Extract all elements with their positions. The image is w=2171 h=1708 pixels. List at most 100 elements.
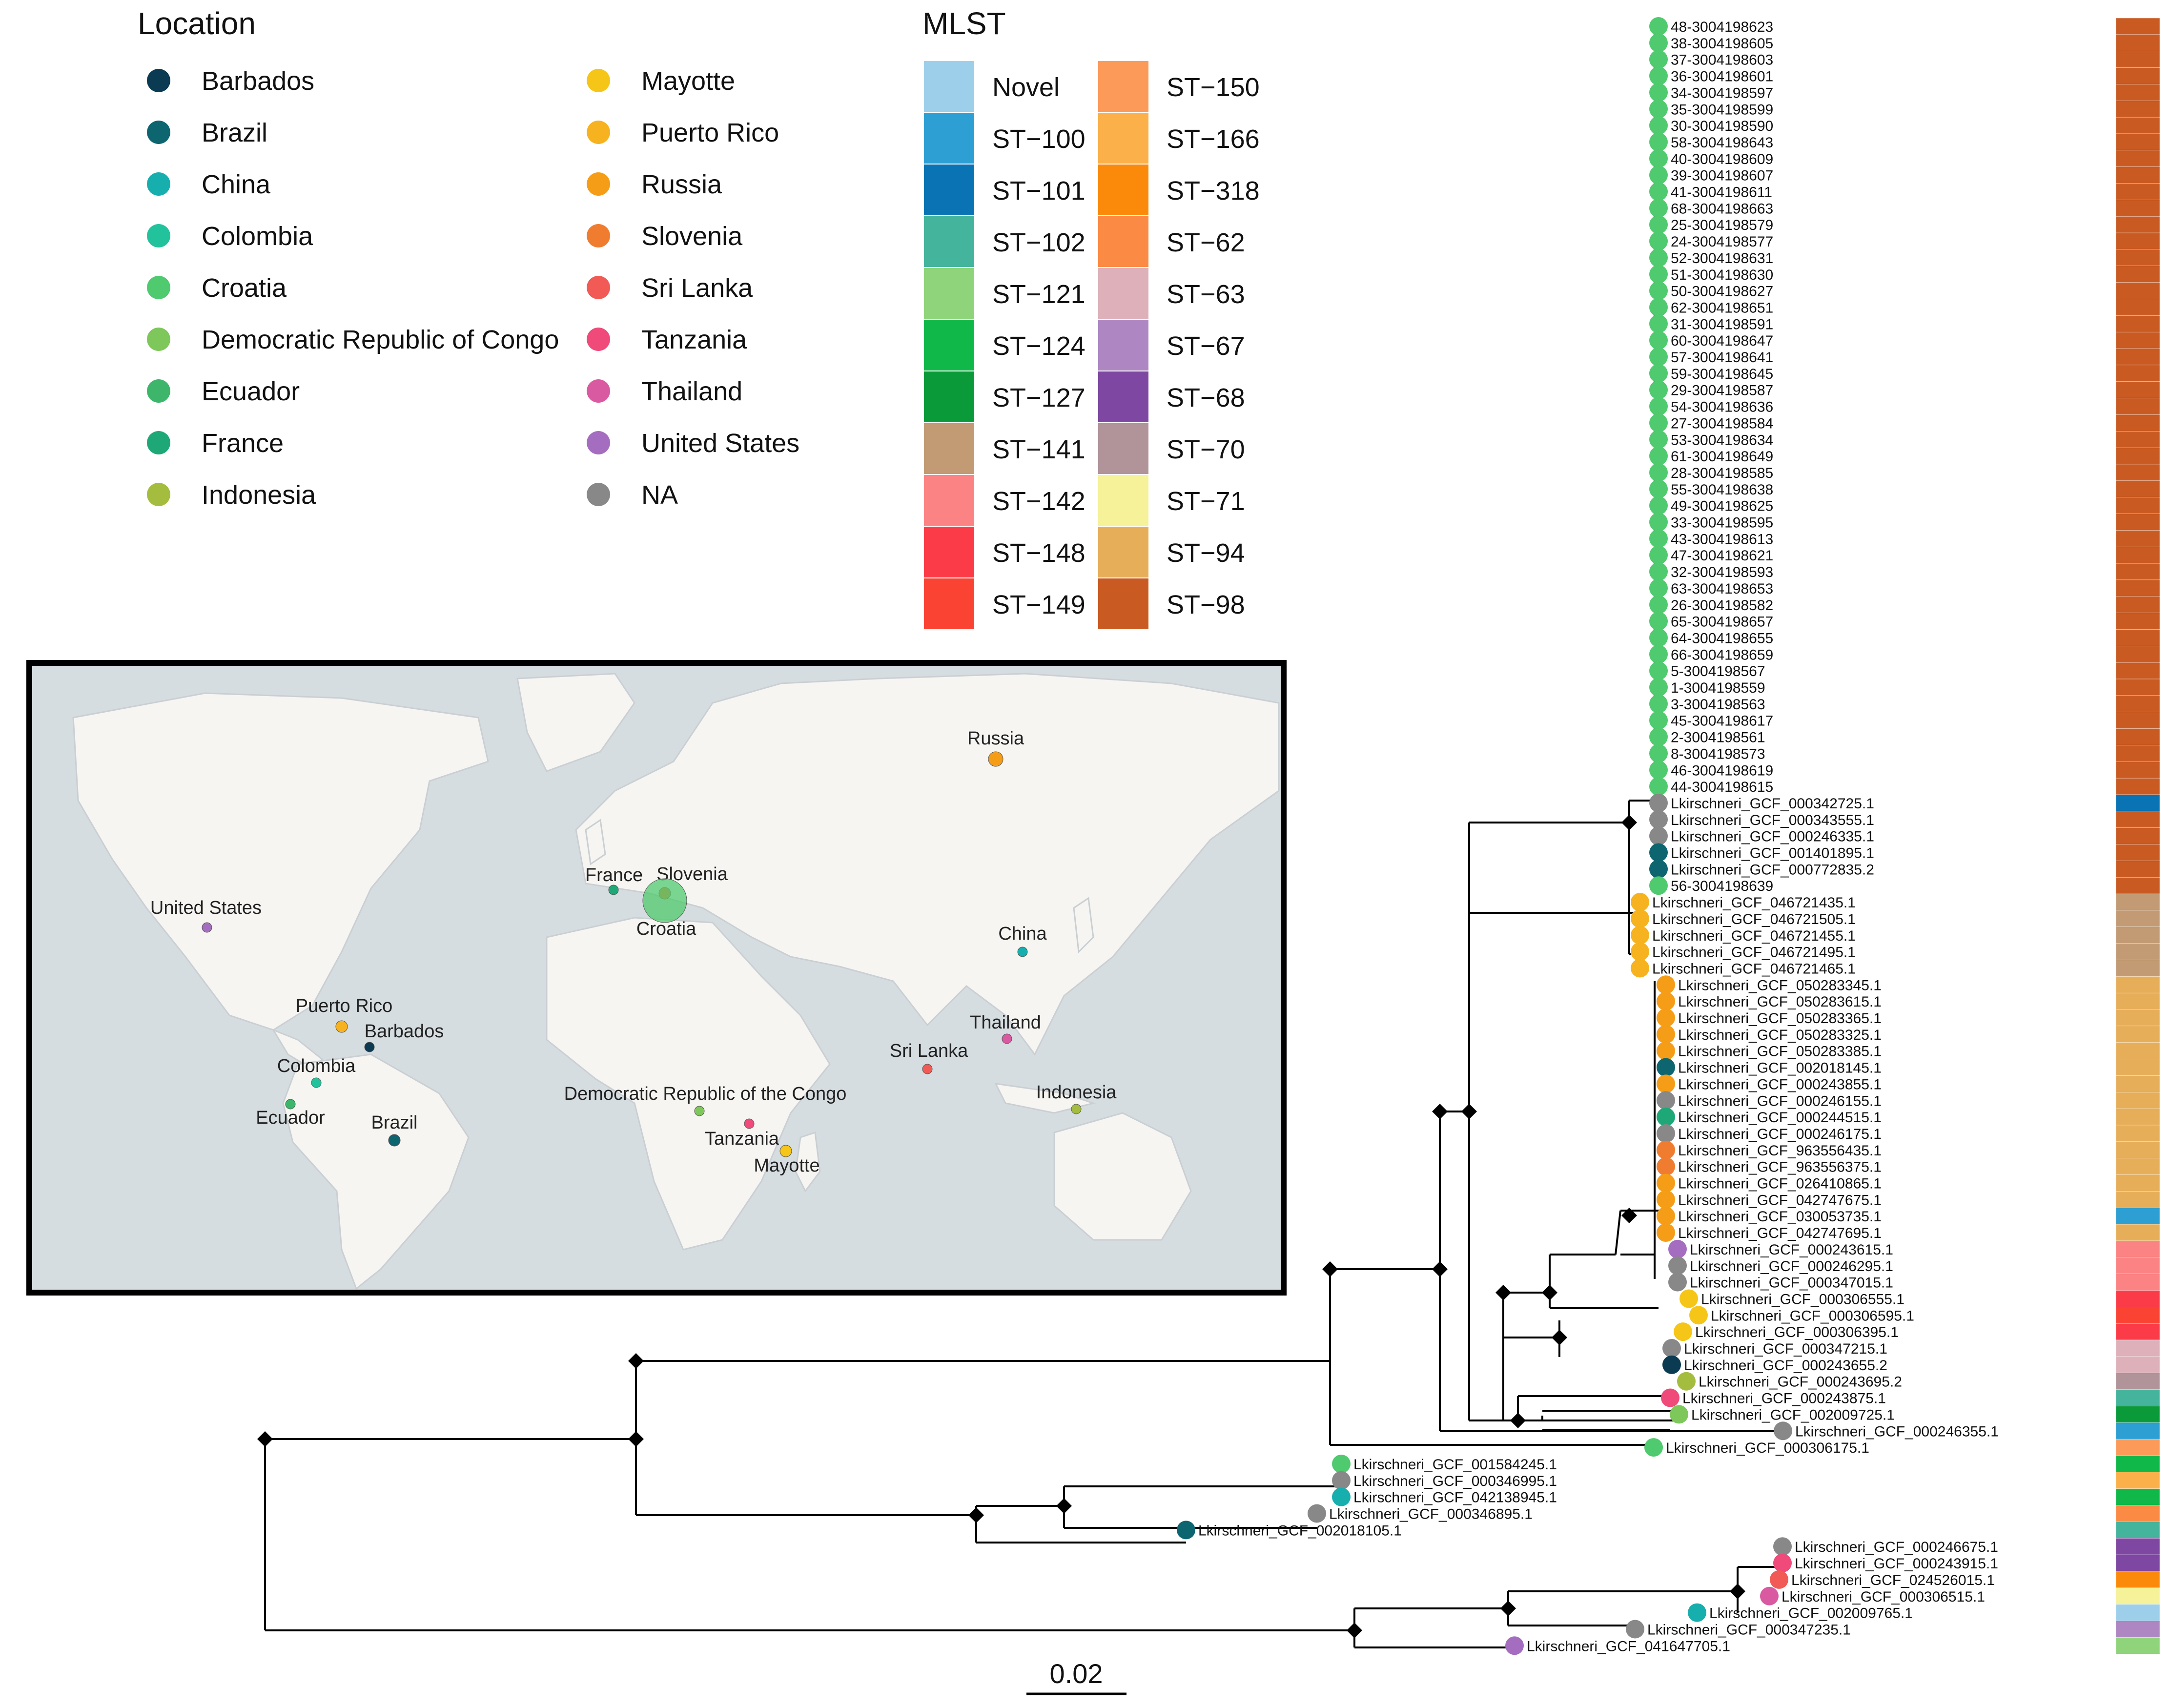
mlst-strip-cell [2115, 1042, 2160, 1059]
location-label-tanzania: Tanzania [641, 325, 747, 354]
tip-label: Lkirschneri_GCF_000246295.1 [1690, 1258, 1893, 1275]
mlst-strip-cell [2115, 926, 2160, 944]
tip-point [1657, 1025, 1675, 1044]
location-label-indonesia: Indonesia [202, 480, 316, 510]
bootstrap-node [1510, 1413, 1526, 1428]
tip-point [1661, 1388, 1679, 1407]
map-frame [26, 660, 1287, 1296]
tip-label: Lkirschneri_GCF_000346995.1 [1353, 1473, 1557, 1489]
mlst-swatch-st-102 [924, 216, 974, 267]
mlst-swatch-st-142 [924, 475, 974, 526]
mlst-strip-cell [2115, 514, 2160, 531]
tip-label: 36-3004198601 [1671, 69, 1773, 85]
map-landmasses [72, 673, 1280, 1290]
mlst-label-st-318: ST−318 [1167, 176, 1260, 206]
mlst-label-st-70: ST−70 [1167, 435, 1245, 464]
tip-label: 40-3004198609 [1671, 151, 1773, 167]
tip-label: Lkirschneri_GCF_000243655.2 [1684, 1358, 1887, 1374]
tip-point [1649, 578, 1668, 597]
tip-label: 55-3004198638 [1671, 482, 1773, 498]
tip-label: Lkirschneri_GCF_042747695.1 [1678, 1225, 1882, 1241]
mlst-legend-title: MLST [922, 6, 1006, 41]
mlst-strip-cell [2115, 18, 2160, 35]
tip-label: Lkirschneri_GCF_000347235.1 [1647, 1622, 1851, 1638]
bootstrap-node [628, 1353, 644, 1369]
bootstrap-node [1552, 1330, 1567, 1345]
mlst-strip-cell [2115, 1571, 2160, 1588]
tip-label: Lkirschneri_GCF_002009765.1 [1709, 1605, 1913, 1622]
tip-label: Lkirschneri_GCF_000243855.1 [1678, 1076, 1882, 1092]
mlst-strip-cell [2115, 200, 2160, 217]
land-uk [585, 819, 606, 865]
tip-label: 30-3004198590 [1671, 118, 1773, 134]
mlst-strip-cell [2115, 1092, 2160, 1109]
tip-label: Lkirschneri_GCF_001401895.1 [1671, 845, 1874, 862]
tip-point [1649, 612, 1668, 631]
mlst-strip-cell [2115, 613, 2160, 630]
tip-point [1770, 1570, 1788, 1589]
map-label-ecuador: Ecuador [256, 1108, 325, 1128]
mlst-label-st-67: ST−67 [1167, 331, 1245, 361]
mlst-swatch-st-318 [1098, 165, 1148, 215]
mlst-strip-cell [2115, 1141, 2160, 1159]
tip-point [1649, 165, 1668, 185]
tip-label: 68-3004198663 [1671, 201, 1773, 217]
tip-point [1657, 1074, 1675, 1093]
mlst-strip-cell [2115, 67, 2160, 84]
tip-point [1679, 1289, 1698, 1308]
tip-point [1657, 1190, 1675, 1209]
bootstrap-node [968, 1507, 984, 1523]
bootstrap-node [628, 1431, 644, 1447]
tip-label: 66-3004198659 [1671, 647, 1773, 663]
map-point-indonesia [1071, 1104, 1082, 1114]
tip-label: 32-3004198593 [1671, 564, 1773, 580]
tip-label: Lkirschneri_GCF_000246155.1 [1678, 1093, 1882, 1109]
map-label-sri-lanka: Sri Lanka [890, 1041, 968, 1061]
mlst-strip-cell [2115, 315, 2160, 332]
mlst-strip-cell [2115, 183, 2160, 200]
mlst-strip-cell [2115, 579, 2160, 597]
scale-bar: 0.02 [1026, 1658, 1126, 1695]
mlst-strip-cell [2115, 662, 2160, 679]
tip-label: 34-3004198597 [1671, 85, 1773, 101]
location-swatch-tanzania [587, 328, 610, 351]
mlst-strip-cell [2115, 1075, 2160, 1092]
tip-label: Lkirschneri_GCF_000243875.1 [1682, 1391, 1886, 1407]
mlst-strip-cell [2115, 1505, 2160, 1522]
tree-tips: 48-300419862338-300419860537-30041986033… [1177, 17, 1999, 1655]
mlst-strip-cell [2115, 1339, 2160, 1357]
location-swatch-united-states [587, 431, 610, 454]
location-label-na: NA [641, 480, 678, 510]
tip-label: Lkirschneri_GCF_026410865.1 [1678, 1176, 1882, 1192]
tip-point [1649, 116, 1668, 135]
mlst-strip-cell [2115, 381, 2160, 398]
tip-label: Lkirschneri_GCF_046721505.1 [1652, 911, 1856, 927]
mlst-label-st-71: ST−71 [1167, 487, 1245, 516]
map-point-united-states [202, 922, 212, 933]
map-label-brazil: Brazil [371, 1112, 417, 1133]
mlst-strip-cell [2115, 1158, 2160, 1175]
tip-point [1649, 430, 1668, 449]
map-label-barbados: Barbados [365, 1021, 444, 1042]
tip-label: 41-3004198611 [1671, 185, 1772, 201]
tip-label: 28-3004198585 [1671, 465, 1773, 481]
mlst-strip-cell [2115, 480, 2160, 498]
tip-point [1649, 380, 1668, 399]
location-swatch-sri-lanka [587, 276, 610, 299]
mlst-swatch-st-141 [924, 423, 974, 474]
mlst-strip-cell [2115, 1059, 2160, 1076]
tip-label: 56-3004198639 [1671, 878, 1773, 894]
mlst-strip-cell [2115, 679, 2160, 696]
location-swatch-barbados [147, 69, 170, 92]
mlst-strip-cell [2115, 646, 2160, 663]
map-label-united-states: United States [150, 898, 262, 918]
location-label-barbados: Barbados [202, 66, 314, 96]
tip-label: Lkirschneri_GCF_001584245.1 [1353, 1457, 1557, 1473]
mlst-strip-cell [2115, 695, 2160, 713]
location-legend-title: Location [138, 6, 256, 41]
tip-label: Lkirschneri_GCF_000243695.2 [1699, 1374, 1902, 1390]
tip-label: Lkirschneri_GCF_042747675.1 [1678, 1192, 1882, 1208]
mlst-strip-cell [2115, 1637, 2160, 1654]
mlst-strip-cell [2115, 1108, 2160, 1126]
